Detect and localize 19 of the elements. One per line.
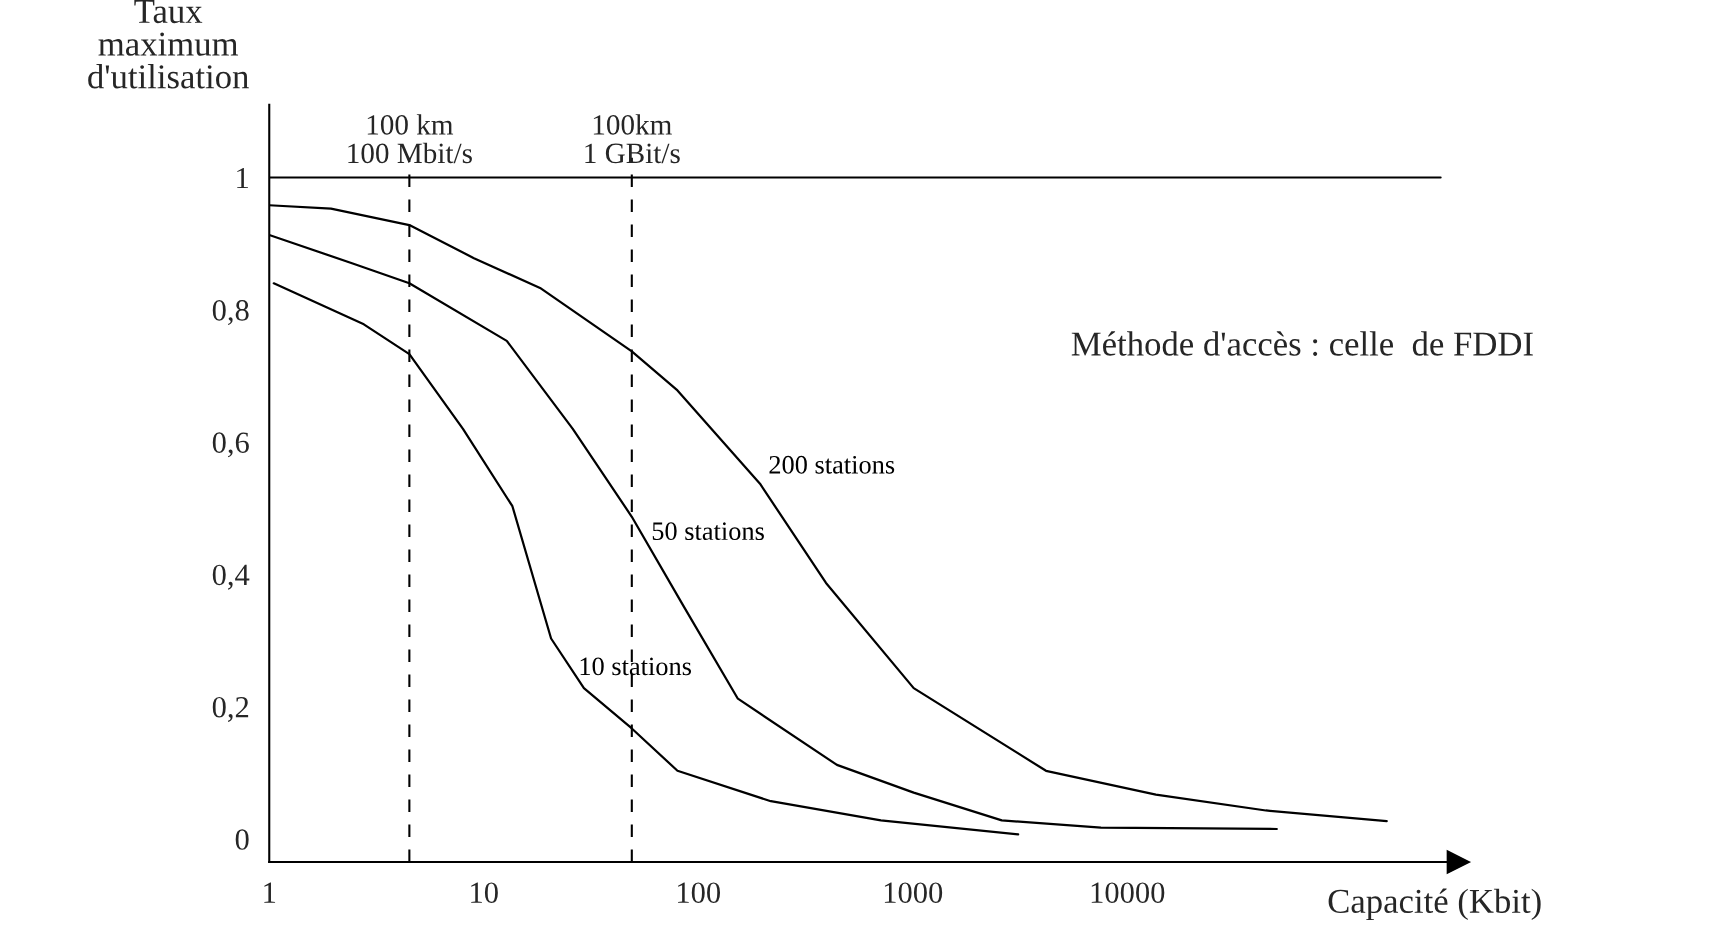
y-axis-title: Taux maximum d'utilisation	[88, 0, 249, 89]
y-tick-label: 0,2	[212, 696, 249, 722]
x-axis-title: Capacité (Kbit)	[1328, 888, 1541, 921]
y-tick-label: 0	[235, 829, 249, 850]
ref-line-label: 100km 1 GBit/s	[585, 114, 680, 164]
y-tick-label: 0,6	[212, 432, 249, 458]
series-label: 10 stations	[580, 657, 692, 676]
x-tick-label: 100	[678, 882, 721, 904]
x-tick-label: 10000	[1091, 882, 1165, 904]
series-label: 50 stations	[652, 522, 764, 541]
y-tick-label: 0,4	[212, 564, 250, 590]
ref-line-label: 100 km 100 Mbit/s	[348, 114, 472, 164]
series-label: 200 stations	[769, 455, 895, 474]
annotation: Méthode d'accès : celle de FDDI	[1071, 331, 1533, 356]
x-tick-label: 1000	[884, 882, 943, 904]
y-tick-label: 0,8	[212, 300, 249, 326]
y-tick-label: 1	[237, 167, 248, 189]
x-tick-label: 1	[264, 882, 276, 903]
x-tick-label: 10	[471, 882, 498, 904]
